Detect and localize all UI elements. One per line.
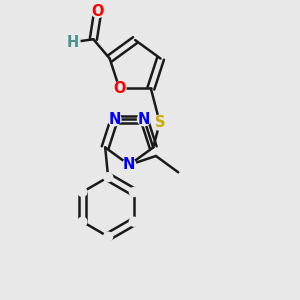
Text: S: S: [154, 115, 165, 130]
Circle shape: [108, 113, 121, 126]
Text: N: N: [138, 112, 150, 127]
Circle shape: [129, 188, 138, 196]
Circle shape: [137, 113, 151, 126]
Circle shape: [123, 158, 136, 171]
Circle shape: [129, 217, 138, 226]
Circle shape: [104, 173, 112, 182]
Circle shape: [65, 35, 80, 50]
Circle shape: [113, 82, 126, 95]
Circle shape: [78, 188, 87, 196]
Circle shape: [104, 232, 112, 241]
Text: H: H: [66, 35, 79, 50]
Circle shape: [91, 4, 104, 18]
Text: N: N: [123, 158, 135, 172]
Text: O: O: [92, 4, 104, 19]
Text: O: O: [113, 81, 126, 96]
Circle shape: [152, 115, 167, 130]
Text: N: N: [108, 112, 121, 127]
Circle shape: [78, 217, 87, 226]
